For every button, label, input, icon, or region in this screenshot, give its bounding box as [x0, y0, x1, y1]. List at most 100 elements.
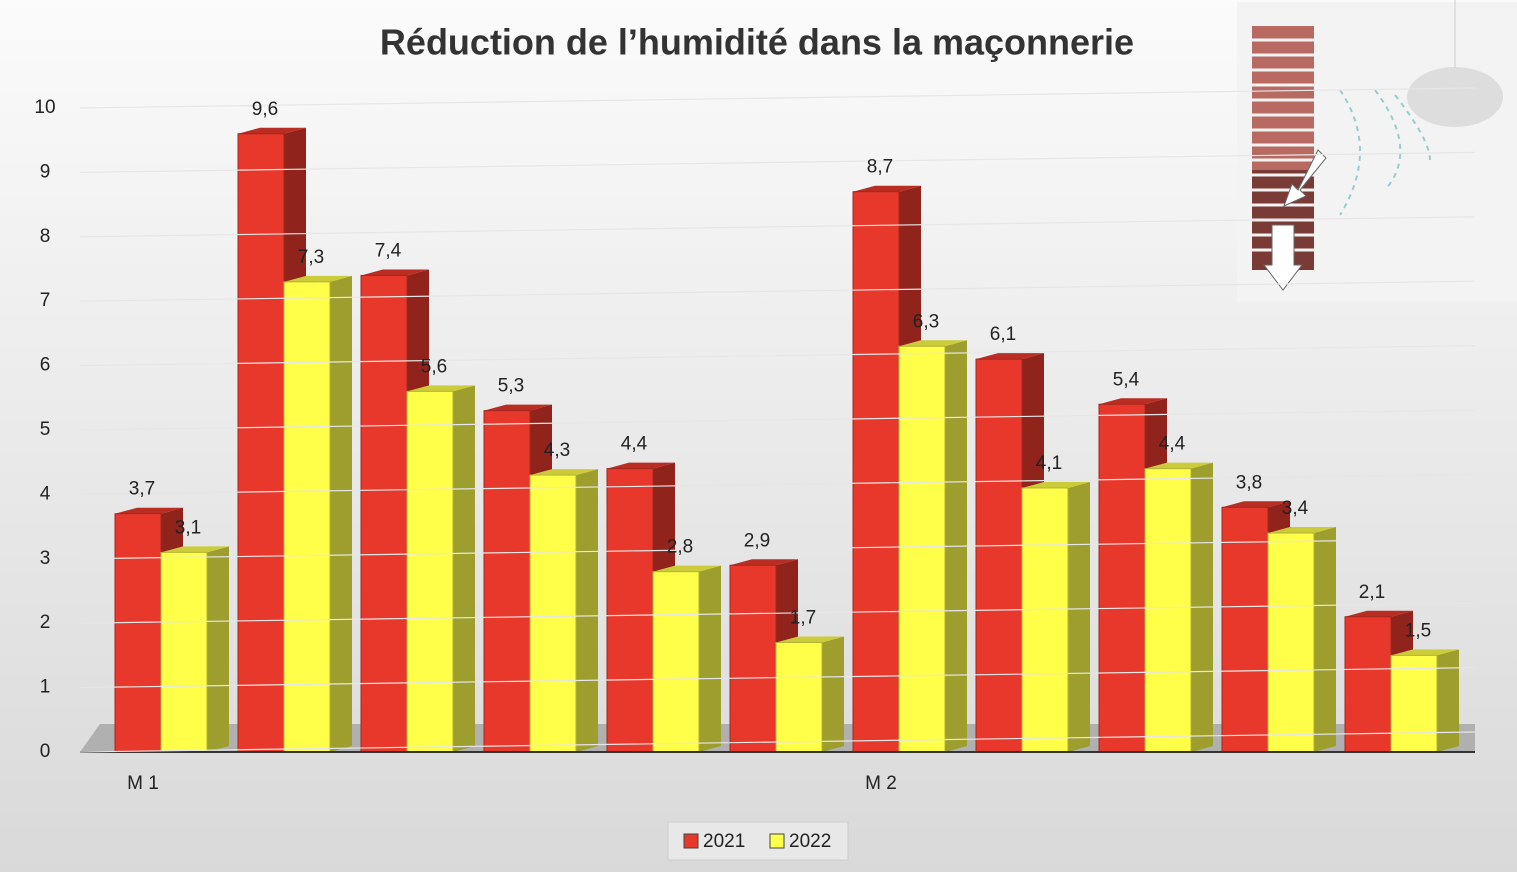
- value-label: 3,7: [129, 479, 155, 500]
- legend-swatch: [769, 833, 785, 849]
- value-label: 1,7: [790, 608, 816, 629]
- bar: [652, 571, 700, 753]
- bar: [1267, 532, 1315, 753]
- bar: [160, 551, 208, 753]
- bar: [852, 191, 900, 753]
- waves: [1339, 89, 1431, 216]
- x-tick-label: M 1: [127, 773, 159, 794]
- bar-side: [330, 275, 352, 752]
- value-label: 4,4: [621, 434, 648, 455]
- bar: [1098, 403, 1146, 753]
- legend-swatch: [683, 833, 699, 849]
- bar: [1344, 616, 1392, 753]
- value-label: 7,4: [375, 240, 402, 261]
- value-label: 4,1: [1036, 453, 1062, 474]
- legend-label: 2022: [789, 831, 831, 852]
- arrow-down: [1262, 224, 1304, 291]
- bar: [360, 274, 408, 753]
- bar: [406, 390, 454, 753]
- bar-top: [161, 546, 229, 553]
- bar-top: [1099, 398, 1167, 405]
- bar: [283, 281, 331, 753]
- bar-top: [530, 469, 598, 476]
- bar-top: [1391, 649, 1459, 656]
- bar-top: [1345, 610, 1413, 617]
- grid-line: [79, 538, 1476, 560]
- y-tick-label: 1: [40, 677, 51, 698]
- bar: [237, 133, 285, 753]
- legend-items: 2021 2022: [683, 831, 831, 852]
- value-label: 2,8: [667, 537, 693, 558]
- bar: [1390, 654, 1438, 753]
- bar-top: [1268, 527, 1336, 534]
- bar-side: [576, 469, 598, 752]
- bar-top: [653, 565, 721, 572]
- value-label: 3,4: [1282, 498, 1309, 519]
- y-tick-label: 0: [40, 741, 51, 762]
- device: [1407, 67, 1503, 127]
- y-tick-label: 4: [40, 483, 51, 504]
- bar-top: [484, 404, 552, 411]
- bar-side: [1068, 481, 1090, 752]
- y-tick-label: 10: [34, 97, 55, 118]
- value-label: 3,1: [175, 517, 201, 538]
- bar-top: [407, 385, 475, 392]
- bar: [898, 345, 946, 753]
- value-label: 9,6: [252, 99, 278, 120]
- value-label: 4,3: [544, 440, 570, 461]
- bar: [1221, 506, 1269, 753]
- y-tick-label: 8: [40, 226, 51, 247]
- grid-line: [79, 731, 1476, 753]
- bar-side: [822, 636, 844, 752]
- value-label: 8,7: [867, 157, 893, 178]
- bar-top: [361, 269, 429, 276]
- bar: [483, 410, 531, 753]
- value-label: 6,3: [913, 311, 939, 332]
- bar-top: [1145, 462, 1213, 469]
- bar-top: [1022, 481, 1090, 488]
- value-label: 7,3: [298, 247, 324, 268]
- bar: [529, 474, 577, 753]
- bar-top: [607, 462, 675, 469]
- grid-line: [79, 667, 1476, 689]
- x-tick-label: M 2: [865, 773, 897, 794]
- arrow-device: [1283, 149, 1327, 207]
- bars: [114, 127, 1459, 753]
- bar: [975, 358, 1023, 753]
- bar: [775, 642, 823, 753]
- bar: [1021, 487, 1069, 753]
- value-label: 5,4: [1113, 369, 1140, 390]
- bar: [606, 468, 654, 753]
- value-label: 2,9: [744, 530, 770, 551]
- bar-top: [976, 353, 1044, 360]
- bar-top: [899, 340, 967, 347]
- value-label: 5,3: [498, 376, 524, 397]
- grid-line: [79, 151, 1476, 173]
- grid-line: [79, 345, 1476, 367]
- legend-label: 2021: [703, 831, 745, 852]
- grid-line: [79, 602, 1476, 624]
- inset-illustration: [1237, 0, 1517, 302]
- bar-side: [699, 565, 721, 752]
- bar-side: [1437, 649, 1459, 752]
- bar-side: [453, 385, 475, 752]
- grid-line: [79, 473, 1476, 495]
- value-label: 4,4: [1159, 434, 1186, 455]
- y-tick-label: 3: [40, 548, 51, 569]
- bar-side: [1314, 527, 1336, 752]
- y-tick-label: 5: [40, 419, 51, 440]
- bar: [114, 513, 162, 753]
- bar-top: [238, 127, 306, 134]
- y-tick-label: 2: [40, 612, 51, 633]
- grid-line: [79, 216, 1476, 238]
- bar-top: [730, 559, 798, 566]
- value-label: 6,1: [990, 324, 1016, 345]
- y-tick-label: 9: [40, 161, 51, 182]
- y-tick-label: 6: [40, 355, 51, 376]
- grid-line: [79, 409, 1476, 431]
- grid-line: [79, 280, 1476, 302]
- value-label: 2,1: [1359, 582, 1385, 603]
- bar-top: [853, 185, 921, 192]
- brick-joints: [1252, 38, 1314, 252]
- bar-side: [207, 546, 229, 752]
